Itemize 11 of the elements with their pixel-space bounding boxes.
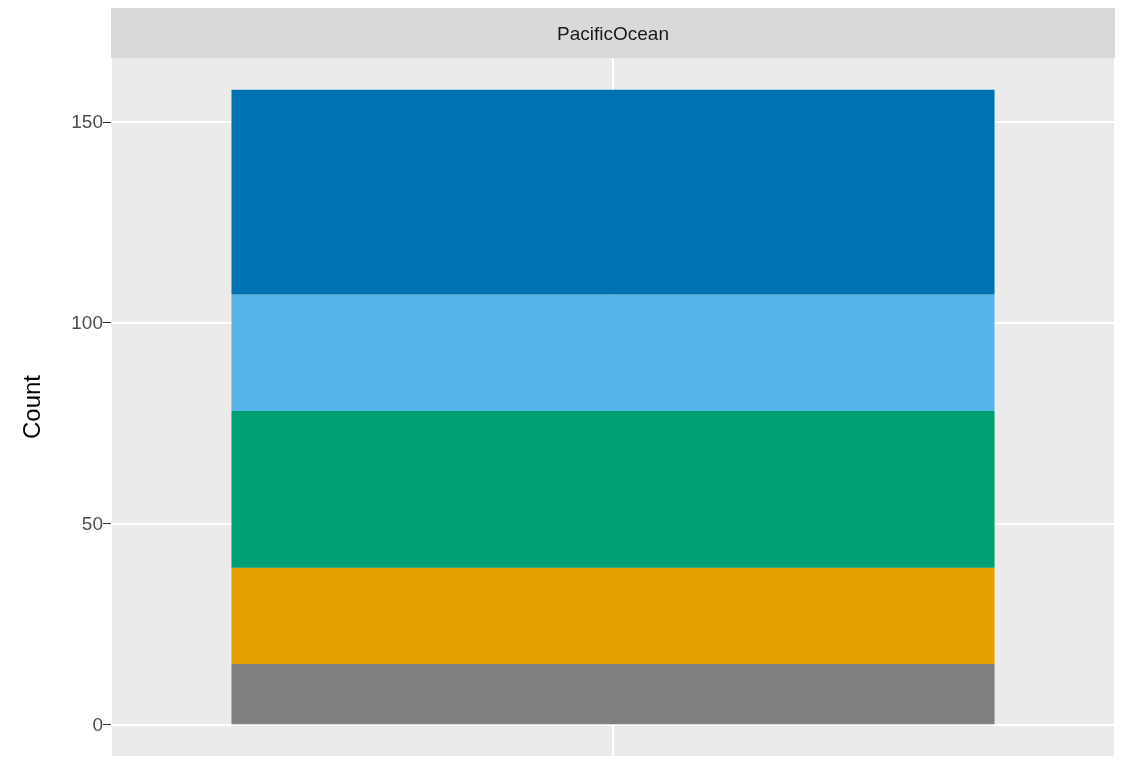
bar [231,567,995,665]
y-tick-label: 50 [81,512,103,534]
bar [231,411,995,568]
y-tick-label: 0 [92,713,103,735]
y-tick-label: 100 [71,312,103,334]
y-tick-label: 150 [71,111,103,133]
y-axis-title: Count [17,374,45,440]
chart-title: PacificOcean [557,22,669,44]
bar [231,89,995,295]
bar [231,664,995,725]
bar [231,294,995,412]
